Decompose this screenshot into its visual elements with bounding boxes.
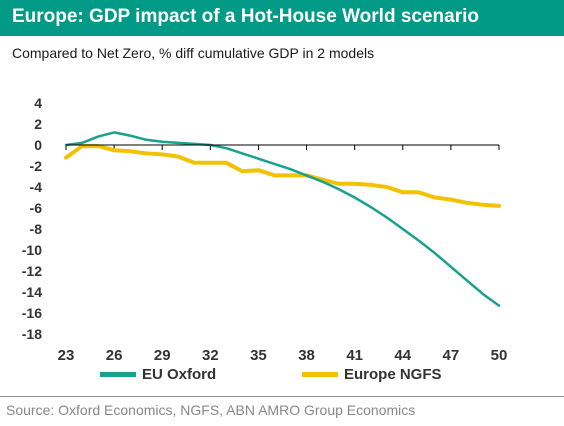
x-tick-label: 41	[346, 347, 363, 364]
x-axis-ticks: 23 26 29 32 35 38 41 44 47 50	[58, 145, 508, 364]
y-tick-label: -4	[30, 179, 43, 195]
x-tick-label: 23	[58, 347, 75, 364]
series-line-europe-ngfs	[64, 144, 501, 208]
y-tick-label: -2	[30, 158, 43, 174]
x-tick-label: 26	[106, 347, 123, 364]
y-tick-label: 0	[34, 137, 42, 153]
chart-title: Europe: GDP impact of a Hot-House World …	[12, 6, 479, 27]
title-bar: Europe: GDP impact of a Hot-House World …	[0, 0, 564, 36]
source-note: Source: Oxford Economics, NGFS, ABN AMRO…	[6, 402, 416, 418]
y-tick-label: -8	[30, 221, 43, 237]
x-tick-label: 32	[202, 347, 219, 364]
y-axis-ticks: 4 2 0 -2 -4 -6 -8 -10 -12 -14 -16 -18	[22, 95, 42, 342]
series-lines	[64, 131, 501, 307]
x-tick-label: 50	[491, 347, 508, 364]
x-tick-label: 44	[394, 347, 411, 364]
legend-swatch-eu-oxford	[100, 372, 136, 377]
y-tick-label: -14	[22, 284, 42, 300]
legend-label-europe-ngfs: Europe NGFS	[344, 366, 442, 383]
x-tick-label: 29	[154, 347, 171, 364]
legend-swatch-europe-ngfs	[302, 372, 338, 377]
x-tick-label: 38	[298, 347, 315, 364]
legend-item-europe-ngfs: Europe NGFS	[302, 366, 442, 383]
y-tick-label: -18	[22, 326, 42, 342]
legend-label-eu-oxford: EU Oxford	[142, 366, 217, 383]
chart-subtitle: Compared to Net Zero, % diff cumulative …	[12, 45, 375, 61]
x-tick-label: 35	[250, 347, 267, 364]
y-tick-label: -16	[22, 305, 42, 321]
legend-item-eu-oxford: EU Oxford	[100, 366, 216, 383]
y-tick-label: -10	[22, 242, 42, 258]
source-divider	[0, 396, 564, 397]
x-tick-label: 47	[443, 347, 460, 364]
y-tick-label: -6	[30, 200, 43, 216]
y-tick-label: -12	[22, 263, 42, 279]
y-tick-label: 4	[34, 95, 42, 111]
series-line-eu-oxford	[64, 131, 501, 307]
y-tick-label: 2	[34, 116, 42, 132]
